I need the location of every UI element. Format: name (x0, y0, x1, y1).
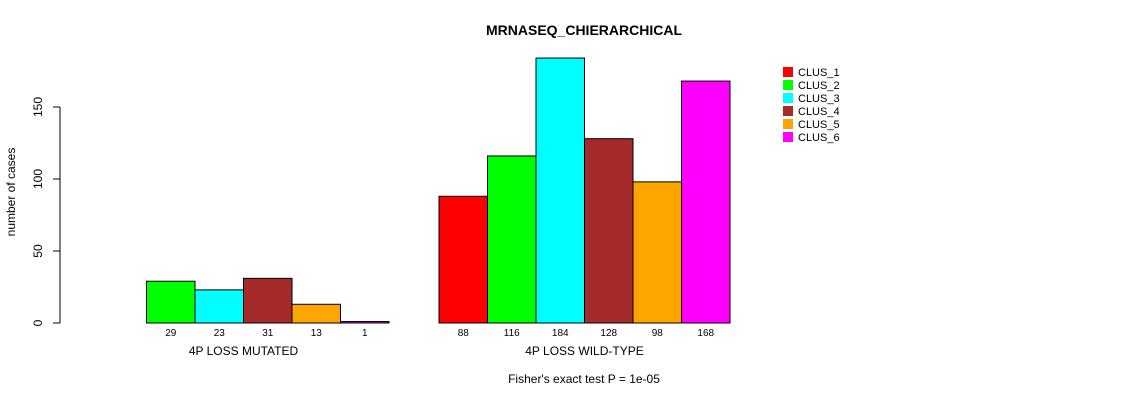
legend-swatch (783, 67, 793, 77)
bar-clus-3 (535, 57, 585, 324)
bar-clus-5 (632, 181, 682, 324)
legend-label: CLUS_6 (798, 132, 840, 144)
legend-swatch (783, 106, 793, 116)
legend-label: CLUS_2 (798, 80, 840, 92)
bar-value-label: 29 (165, 328, 177, 339)
legend-swatch (783, 132, 793, 142)
chart-title: MRNASEQ_CHIERARCHICAL (486, 22, 682, 38)
bar-value-label: 184 (552, 328, 569, 339)
legend-swatch (783, 93, 793, 103)
bar-labels: 29 23 31 13 1 88 116 184 128 98 168 (165, 328, 714, 339)
bar-value-label: 1 (362, 328, 368, 339)
legend-label: CLUS_1 (798, 67, 840, 79)
y-tick-label: 50 (31, 244, 45, 258)
group-label: 4P LOSS MUTATED (189, 344, 299, 358)
bar-clus-3 (194, 289, 244, 324)
bar-clus-2 (146, 280, 196, 324)
legend-swatch (783, 80, 793, 90)
group-label: 4P LOSS WILD-TYPE (525, 344, 643, 358)
legend-swatch (783, 119, 793, 129)
bars (146, 57, 731, 324)
group-labels: 4P LOSS MUTATED 4P LOSS WILD-TYPE (189, 344, 644, 358)
bar-value-label: 31 (262, 328, 274, 339)
bar-clus-4 (243, 277, 293, 324)
bar-value-label: 88 (458, 328, 470, 339)
y-tick-label: 100 (31, 169, 45, 189)
bar-value-label: 23 (214, 328, 226, 339)
bar-clus-6 (681, 80, 731, 324)
y-tick-label: 0 (31, 319, 45, 326)
y-axis: 0 50 100 150 (31, 97, 61, 326)
legend-label: CLUS_3 (798, 93, 840, 105)
bar-value-label: 128 (600, 328, 617, 339)
bar-clus-5 (291, 303, 341, 324)
bar-value-label: 168 (697, 328, 714, 339)
bar-clus-4 (584, 138, 634, 324)
legend-label: CLUS_4 (798, 106, 840, 118)
bar-clus-6 (340, 321, 390, 324)
bar-clus-2 (487, 155, 537, 324)
legend-label: CLUS_5 (798, 119, 840, 131)
y-tick-label: 150 (31, 97, 45, 117)
y-axis-label: number of cases (4, 148, 18, 237)
bar-clus-1 (438, 195, 488, 324)
footnote: Fisher's exact test P = 1e-05 (508, 372, 660, 386)
bar-value-label: 98 (652, 328, 664, 339)
bar-value-label: 13 (311, 328, 323, 339)
bar-value-label: 116 (504, 328, 520, 339)
